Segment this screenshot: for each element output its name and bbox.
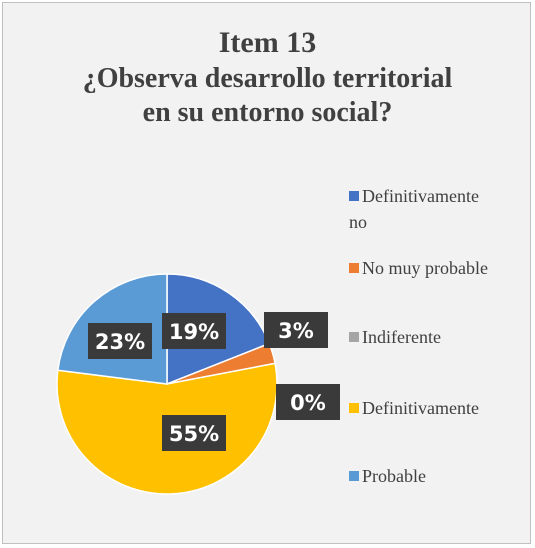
legend-item-definitivamente: Definitivamente <box>349 395 529 421</box>
data-label-text: 0% <box>290 391 326 415</box>
data-label-no-muy-probable: 3% <box>264 312 328 348</box>
data-label-text: 19% <box>169 320 219 344</box>
legend-label: Probable <box>362 466 426 486</box>
legend-swatch-indiferente <box>349 332 359 342</box>
data-label-box <box>264 312 328 348</box>
legend-swatch-definitivamente <box>349 403 359 413</box>
data-label-text: 23% <box>95 330 145 354</box>
data-label-definitivamente-no: 19% <box>162 313 226 349</box>
legend-label-continuation: no <box>349 212 367 232</box>
data-label-definitivamente: 55% <box>162 415 226 451</box>
data-label-box <box>276 384 340 420</box>
legend-label: Definitivamente <box>362 186 479 206</box>
legend-label: Indiferente <box>362 327 441 347</box>
data-label-text: 55% <box>169 422 219 446</box>
data-label-box <box>162 415 226 451</box>
legend-label: Definitivamente <box>362 398 479 418</box>
data-label-box <box>88 323 152 359</box>
legend-swatch-no-muy-probable <box>349 263 359 273</box>
legend-swatch-probable <box>349 471 359 481</box>
legend-label: No muy probable <box>362 258 488 278</box>
legend-swatch-definitivamente-no <box>349 191 359 201</box>
legend-item-probable: Probable <box>349 463 529 489</box>
chart-subtitle-line-1: ¿Observa desarrollo territorial <box>82 63 453 94</box>
chart-title: Item 13 <box>218 26 317 59</box>
legend-item-definitivamente-no: Definitivamente no <box>349 183 529 235</box>
legend-item-indiferente: Indiferente <box>349 324 529 350</box>
legend-item-no-muy-probable: No muy probable <box>349 255 529 281</box>
data-label-indiferente: 0% <box>276 384 340 420</box>
chart-subtitle-line-2: en su entorno social? <box>142 97 393 128</box>
data-label-probable: 23% <box>88 323 152 359</box>
data-label-box <box>162 313 226 349</box>
data-label-text: 3% <box>278 319 314 343</box>
